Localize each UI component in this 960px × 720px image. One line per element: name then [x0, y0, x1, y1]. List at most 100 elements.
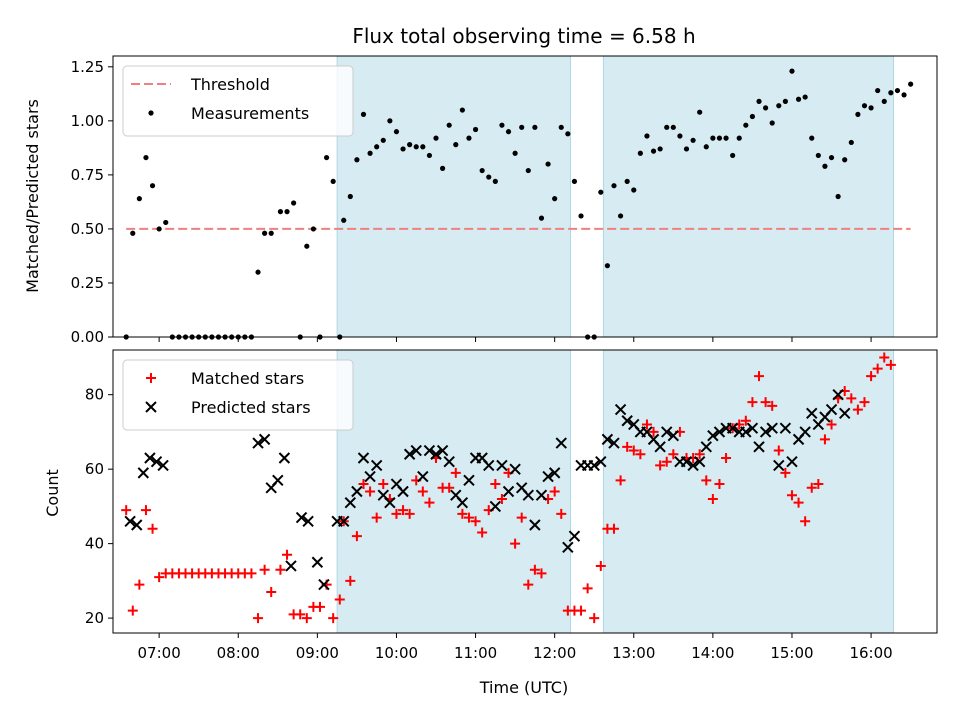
data-point: [466, 135, 472, 141]
data-point: [490, 479, 501, 490]
data-point: [364, 470, 376, 483]
data-point: [697, 109, 703, 115]
data-point: [347, 193, 353, 200]
data-point: [846, 393, 857, 404]
legend-marker: [148, 110, 154, 116]
data-point: [502, 485, 515, 498]
data-point: [536, 568, 547, 579]
data-point: [252, 437, 264, 449]
data-point: [253, 613, 264, 624]
data-point: [848, 139, 854, 146]
data-point: [130, 230, 136, 236]
data-point: [258, 433, 271, 446]
data-point: [430, 448, 442, 460]
data-point: [881, 98, 887, 104]
bottom-y-axis-label: Count: [43, 469, 62, 517]
data-point: [391, 508, 402, 519]
data-point: [763, 105, 769, 111]
data-point: [875, 87, 881, 94]
data-point: [776, 103, 782, 109]
legend-label: Measurements: [191, 104, 309, 123]
data-point: [295, 511, 308, 524]
data-point: [601, 433, 614, 446]
data-point: [398, 505, 409, 516]
data-point: [700, 441, 712, 453]
data-point: [131, 519, 143, 531]
data-point: [304, 243, 310, 249]
data-point: [519, 124, 525, 130]
data-point: [157, 459, 169, 472]
data-point: [680, 456, 693, 468]
data-point: [400, 146, 406, 152]
data-point: [701, 475, 712, 486]
data-point: [410, 444, 422, 457]
data-point: [832, 388, 844, 401]
data-point: [542, 470, 554, 483]
data-point: [872, 363, 883, 374]
data-point: [756, 98, 762, 104]
data-point: [134, 579, 145, 590]
data-point: [654, 441, 666, 453]
x-axis-label: Time (UTC): [479, 678, 568, 697]
data-point: [140, 505, 151, 516]
legend: Matched stars Predicted stars: [122, 359, 354, 431]
data-point: [472, 126, 479, 133]
data-point: [143, 154, 149, 161]
data-point: [558, 124, 564, 130]
data-point: [380, 137, 386, 143]
data-point: [163, 219, 169, 226]
data-point: [562, 541, 574, 554]
data-point: [259, 564, 270, 575]
data-point: [374, 144, 380, 150]
data-point: [650, 148, 657, 154]
data-point: [358, 479, 369, 490]
data-point: [578, 213, 584, 219]
data-point: [463, 512, 474, 523]
x-tick-label: 13:00: [612, 644, 655, 662]
data-point: [888, 90, 894, 96]
data-point: [477, 527, 488, 538]
data-point: [571, 178, 578, 184]
data-point: [769, 120, 775, 126]
data-point: [365, 486, 376, 497]
data-point: [617, 213, 624, 219]
data-point: [693, 456, 706, 468]
top-panel: 0.00 0.25 0.50 0.75 1.00 1.25 Threshold Measure…: [71, 55, 938, 346]
y-tick-label: 1.00: [71, 112, 104, 130]
data-point: [282, 549, 293, 560]
data-point: [582, 583, 593, 594]
data-point: [384, 496, 396, 509]
data-point: [604, 263, 611, 269]
data-point: [799, 426, 811, 438]
data-point: [644, 133, 650, 139]
data-point: [622, 441, 633, 452]
data-point: [648, 426, 659, 437]
data-point: [295, 609, 306, 620]
data-point: [149, 183, 156, 189]
data-point: [800, 516, 811, 527]
y-tick-label: 0.75: [71, 166, 104, 184]
data-point: [782, 98, 788, 104]
data-point: [740, 426, 752, 438]
legend-box: [122, 359, 354, 431]
data-point: [529, 564, 540, 575]
plot-frame: [112, 349, 938, 634]
data-point: [262, 230, 268, 236]
data-point: [598, 189, 604, 195]
data-point: [510, 538, 521, 549]
data-point: [608, 437, 620, 449]
data-point: [127, 605, 138, 616]
legend-label: Threshold: [190, 75, 270, 94]
data-point: [529, 519, 541, 531]
data-point: [743, 122, 749, 128]
data-point: [707, 429, 719, 442]
data-point: [677, 133, 683, 139]
data-point: [861, 103, 868, 109]
data-point: [509, 463, 521, 475]
data-point: [156, 226, 162, 232]
x-tick-label: 12:00: [533, 644, 576, 662]
data-point: [624, 178, 630, 184]
data-point: [608, 523, 619, 534]
data-point: [661, 426, 673, 438]
